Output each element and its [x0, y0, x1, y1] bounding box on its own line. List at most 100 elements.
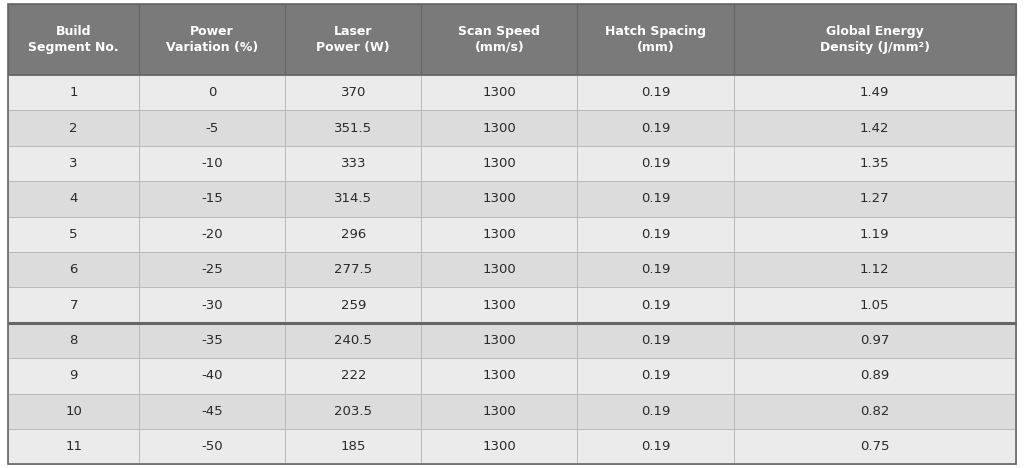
Text: 0: 0 — [208, 86, 216, 99]
Text: 277.5: 277.5 — [334, 263, 373, 276]
Text: 0.19: 0.19 — [641, 440, 671, 453]
FancyBboxPatch shape — [733, 394, 1016, 429]
FancyBboxPatch shape — [139, 146, 286, 181]
Text: 1300: 1300 — [482, 440, 516, 453]
Text: 0.19: 0.19 — [641, 157, 671, 170]
FancyBboxPatch shape — [8, 217, 139, 252]
Text: Global Energy
Density (J/mm²): Global Energy Density (J/mm²) — [820, 25, 930, 54]
Text: 1300: 1300 — [482, 334, 516, 347]
FancyBboxPatch shape — [578, 146, 733, 181]
Text: 296: 296 — [341, 228, 366, 241]
Text: 203.5: 203.5 — [334, 405, 373, 418]
FancyBboxPatch shape — [421, 75, 578, 110]
FancyBboxPatch shape — [733, 75, 1016, 110]
FancyBboxPatch shape — [733, 181, 1016, 217]
Text: 6: 6 — [70, 263, 78, 276]
FancyBboxPatch shape — [421, 110, 578, 146]
Text: 1.42: 1.42 — [860, 122, 890, 135]
Text: Scan Speed
(mm/s): Scan Speed (mm/s) — [459, 25, 541, 54]
FancyBboxPatch shape — [139, 394, 286, 429]
Text: 0.19: 0.19 — [641, 192, 671, 205]
FancyBboxPatch shape — [578, 252, 733, 287]
Text: Laser
Power (W): Laser Power (W) — [316, 25, 390, 54]
FancyBboxPatch shape — [139, 110, 286, 146]
FancyBboxPatch shape — [733, 217, 1016, 252]
FancyBboxPatch shape — [421, 358, 578, 394]
FancyBboxPatch shape — [139, 287, 286, 323]
Text: 0.19: 0.19 — [641, 263, 671, 276]
FancyBboxPatch shape — [8, 181, 139, 217]
Text: 0.75: 0.75 — [860, 440, 890, 453]
FancyBboxPatch shape — [139, 358, 286, 394]
Text: 9: 9 — [70, 369, 78, 382]
FancyBboxPatch shape — [578, 394, 733, 429]
FancyBboxPatch shape — [286, 394, 421, 429]
FancyBboxPatch shape — [733, 323, 1016, 358]
FancyBboxPatch shape — [8, 429, 139, 464]
FancyBboxPatch shape — [8, 75, 139, 110]
FancyBboxPatch shape — [139, 323, 286, 358]
FancyBboxPatch shape — [139, 181, 286, 217]
Text: 2: 2 — [70, 122, 78, 135]
Text: -45: -45 — [202, 405, 223, 418]
Text: 10: 10 — [66, 405, 82, 418]
Text: 1300: 1300 — [482, 86, 516, 99]
FancyBboxPatch shape — [578, 181, 733, 217]
FancyBboxPatch shape — [286, 252, 421, 287]
FancyBboxPatch shape — [578, 287, 733, 323]
FancyBboxPatch shape — [733, 358, 1016, 394]
FancyBboxPatch shape — [8, 4, 139, 75]
Text: 3: 3 — [70, 157, 78, 170]
Text: Build
Segment No.: Build Segment No. — [29, 25, 119, 54]
Text: 11: 11 — [66, 440, 82, 453]
FancyBboxPatch shape — [286, 358, 421, 394]
Text: 8: 8 — [70, 334, 78, 347]
Text: -35: -35 — [202, 334, 223, 347]
Text: 0.19: 0.19 — [641, 334, 671, 347]
Text: -30: -30 — [202, 299, 223, 312]
FancyBboxPatch shape — [578, 358, 733, 394]
Text: -50: -50 — [202, 440, 223, 453]
Text: -5: -5 — [206, 122, 219, 135]
Text: 0.82: 0.82 — [860, 405, 890, 418]
Text: 1.49: 1.49 — [860, 86, 890, 99]
Text: 1300: 1300 — [482, 122, 516, 135]
Text: 1300: 1300 — [482, 157, 516, 170]
Text: 5: 5 — [70, 228, 78, 241]
Text: 1.27: 1.27 — [860, 192, 890, 205]
FancyBboxPatch shape — [733, 4, 1016, 75]
Text: 1300: 1300 — [482, 405, 516, 418]
FancyBboxPatch shape — [733, 429, 1016, 464]
FancyBboxPatch shape — [733, 146, 1016, 181]
Text: 314.5: 314.5 — [334, 192, 373, 205]
FancyBboxPatch shape — [286, 75, 421, 110]
FancyBboxPatch shape — [286, 4, 421, 75]
FancyBboxPatch shape — [139, 4, 286, 75]
Text: 7: 7 — [70, 299, 78, 312]
Text: 222: 222 — [341, 369, 366, 382]
Text: 0.19: 0.19 — [641, 369, 671, 382]
Text: 240.5: 240.5 — [335, 334, 373, 347]
FancyBboxPatch shape — [286, 146, 421, 181]
Text: 0.89: 0.89 — [860, 369, 890, 382]
Text: 1300: 1300 — [482, 192, 516, 205]
FancyBboxPatch shape — [733, 287, 1016, 323]
Text: -15: -15 — [202, 192, 223, 205]
FancyBboxPatch shape — [286, 429, 421, 464]
FancyBboxPatch shape — [421, 4, 578, 75]
Text: 333: 333 — [341, 157, 366, 170]
FancyBboxPatch shape — [421, 252, 578, 287]
FancyBboxPatch shape — [286, 110, 421, 146]
FancyBboxPatch shape — [139, 429, 286, 464]
Text: -10: -10 — [202, 157, 223, 170]
Text: 370: 370 — [341, 86, 366, 99]
FancyBboxPatch shape — [578, 323, 733, 358]
FancyBboxPatch shape — [421, 217, 578, 252]
Text: 1300: 1300 — [482, 369, 516, 382]
FancyBboxPatch shape — [139, 75, 286, 110]
FancyBboxPatch shape — [733, 110, 1016, 146]
FancyBboxPatch shape — [139, 252, 286, 287]
Text: 4: 4 — [70, 192, 78, 205]
FancyBboxPatch shape — [286, 217, 421, 252]
Text: Hatch Spacing
(mm): Hatch Spacing (mm) — [605, 25, 707, 54]
